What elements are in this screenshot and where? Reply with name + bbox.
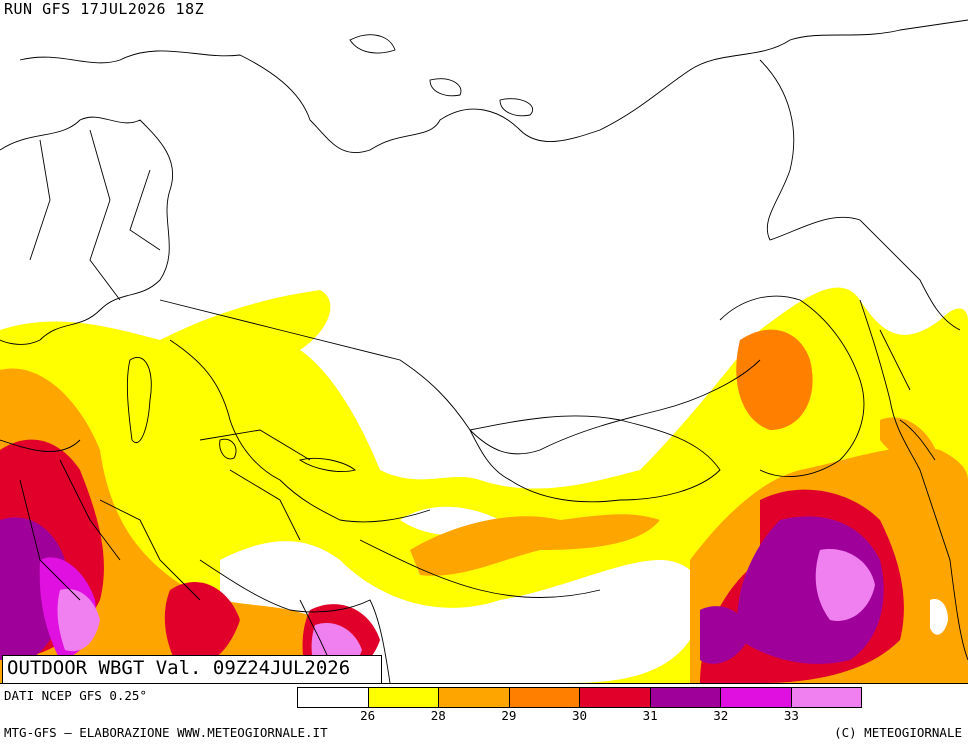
shade-purple-china-w — [700, 606, 750, 664]
shade-orange-tibet — [736, 329, 813, 430]
arctic-coast — [19, 19, 968, 154]
legend-tick-26: 26 — [360, 708, 376, 723]
mongolia-border — [469, 415, 721, 503]
aral-sea — [219, 438, 237, 460]
legend-tick-32: 32 — [713, 708, 729, 723]
middle-east-borders — [0, 439, 201, 601]
color-legend — [297, 687, 862, 708]
legend-swatch-2 — [439, 688, 510, 707]
legend-swatch-0 — [298, 688, 369, 707]
wbgt-map — [0, 19, 968, 683]
legend-swatch-1 — [368, 688, 439, 707]
legend-tick-30: 30 — [571, 708, 588, 723]
shade-pink-arabia — [57, 589, 100, 652]
china-border — [359, 295, 865, 598]
shade-orange-band — [410, 514, 660, 576]
legend-tick-33: 33 — [783, 708, 799, 723]
legend-tick-29: 29 — [501, 708, 517, 723]
legend-ticks: 26 28 29 30 31 32 33 — [297, 708, 862, 724]
kazakhstan-border — [159, 299, 761, 455]
legend-swatch-6 — [721, 688, 792, 707]
shade-orange-korea — [880, 417, 940, 464]
data-source-label: DATI NCEP GFS 0.25° — [4, 688, 147, 703]
legend-swatch-5 — [650, 688, 721, 707]
map-panel: RUN GFS 17JUL2026 18Z OUTDOOR WBGT Val. … — [0, 0, 968, 684]
pacific-coast — [859, 299, 968, 661]
shade-red-india — [164, 581, 240, 670]
legend-swatch-4 — [580, 688, 651, 707]
north-islands — [349, 34, 533, 117]
europe-borders — [0, 116, 174, 345]
lake-balkhash — [298, 457, 356, 472]
legend-swatch-3 — [509, 688, 580, 707]
wbgt-shading — [0, 287, 968, 683]
map-borders — [0, 19, 968, 683]
legend-tick-28: 28 — [430, 708, 446, 723]
central-asia-borders — [169, 339, 431, 541]
map-title: OUTDOOR WBGT Val. 09Z24JUL2026 — [7, 657, 351, 679]
legend-tick-31: 31 — [642, 708, 658, 723]
map-title-box: OUTDOOR WBGT Val. 09Z24JUL2026 — [2, 655, 382, 684]
caspian-sea — [126, 357, 152, 443]
footer-credit: MTG-GFS — ELABORAZIONE WWW.METEOGIORNALE… — [4, 725, 328, 740]
run-label: RUN GFS 17JUL2026 18Z — [4, 0, 205, 18]
shade-pink-taiwan — [930, 599, 948, 635]
legend-swatch-7 — [791, 688, 861, 707]
footer-copyright: (C) METEOGIORNALE — [834, 725, 962, 740]
japan-islands — [879, 329, 936, 461]
shade-pink-china — [815, 549, 875, 621]
kamchatka-coast — [759, 59, 961, 331]
